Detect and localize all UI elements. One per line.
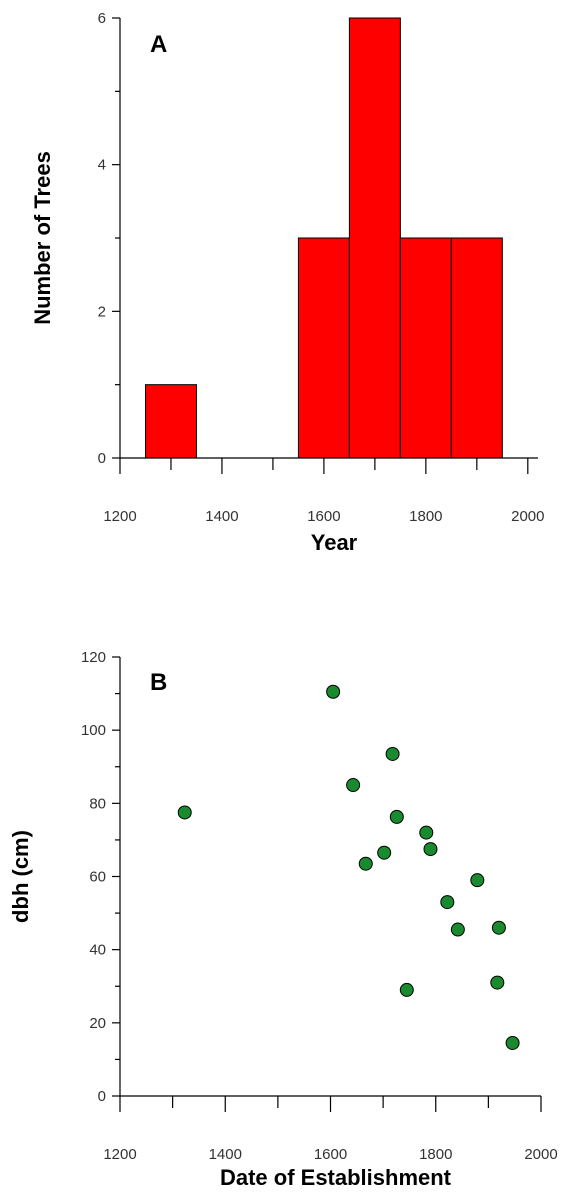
scatter-point-8 xyxy=(399,982,414,997)
x-tick-label: 1200 xyxy=(103,1146,136,1163)
scatter-point-15 xyxy=(491,920,506,935)
x-tick-label: 1600 xyxy=(307,508,340,525)
y-tick-label: 0 xyxy=(98,1088,106,1105)
panel-label: A xyxy=(150,31,167,58)
panel-label: B xyxy=(150,669,167,696)
y-tick-label: 2 xyxy=(98,303,106,320)
x-axis-title: Year xyxy=(311,530,358,555)
x-tick-label: 1800 xyxy=(409,508,442,525)
x-tick-label: 1400 xyxy=(209,1146,242,1163)
y-tick-label: 4 xyxy=(98,157,106,174)
x-tick-label: 2000 xyxy=(524,1146,557,1163)
histogram-bar-1650-1750 xyxy=(348,17,401,459)
scatter-point-1 xyxy=(177,805,192,820)
y-axis-title: Number of Trees xyxy=(30,151,55,325)
scatter-point-5 xyxy=(377,845,392,860)
scatter-point-14 xyxy=(490,975,505,990)
scatter-point-6 xyxy=(385,746,400,761)
scatter-point-10 xyxy=(423,842,438,857)
scatter-point-16 xyxy=(505,1035,520,1050)
y-tick-label: 100 xyxy=(81,722,106,739)
scatter-point-4 xyxy=(358,856,373,871)
scatter-point-12 xyxy=(450,922,465,937)
y-tick-label: 60 xyxy=(89,869,106,886)
y-tick-label: 80 xyxy=(89,795,106,812)
y-tick-label: 6 xyxy=(98,10,106,27)
histogram-bar-1750-1850 xyxy=(399,237,452,459)
x-tick-label: 1800 xyxy=(419,1146,452,1163)
y-tick-label: 40 xyxy=(89,942,106,959)
scatter-point-11 xyxy=(440,895,455,910)
x-tick-label: 2000 xyxy=(511,508,544,525)
scatter-point-3 xyxy=(346,778,361,793)
y-tick-label: 120 xyxy=(81,649,106,666)
x-tick-label: 1400 xyxy=(205,508,238,525)
y-tick-label: 0 xyxy=(98,450,106,467)
x-tick-label: 1200 xyxy=(103,508,136,525)
histogram-bar-1250-1350 xyxy=(144,384,197,459)
scatter-point-9 xyxy=(419,825,434,840)
y-axis-title: dbh (cm) xyxy=(8,830,33,923)
x-tick-label: 1600 xyxy=(314,1146,347,1163)
histogram-bar-1850-1950 xyxy=(450,237,503,459)
y-tick-label: 20 xyxy=(89,1015,106,1032)
x-axis-title: Date of Establishment xyxy=(220,1165,452,1190)
panel-B: 0 20 40 60 80 100 120 1200 1400 1600 1800 2000 Date … xyxy=(8,649,558,1190)
histogram-bar-1550-1650 xyxy=(297,237,350,459)
scatter-point-7 xyxy=(389,809,404,824)
scatter-point-13 xyxy=(470,873,485,888)
scatter-point-2 xyxy=(326,684,341,699)
panel-A: 0 2 4 6 1200 1400 1600 1800 2000 Year Number of Tr… xyxy=(30,10,544,555)
